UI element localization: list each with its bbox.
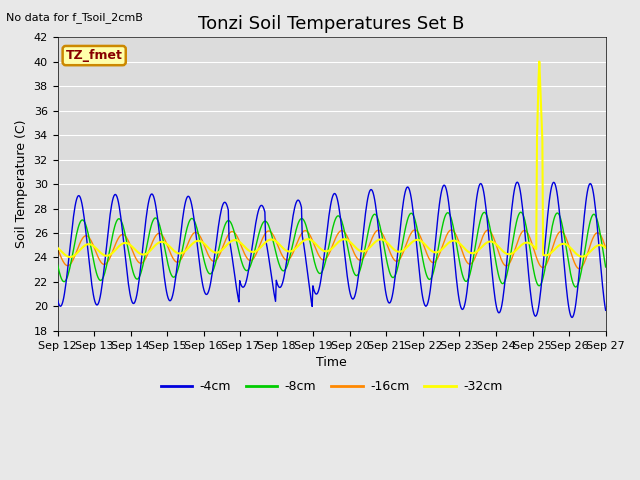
Title: Tonzi Soil Temperatures Set B: Tonzi Soil Temperatures Set B xyxy=(198,15,465,33)
Legend: -4cm, -8cm, -16cm, -32cm: -4cm, -8cm, -16cm, -32cm xyxy=(156,375,508,398)
Text: TZ_fmet: TZ_fmet xyxy=(66,49,123,62)
Y-axis label: Soil Temperature (C): Soil Temperature (C) xyxy=(15,120,28,248)
Text: No data for f_Tsoil_2cmB: No data for f_Tsoil_2cmB xyxy=(6,12,143,23)
X-axis label: Time: Time xyxy=(316,356,347,369)
